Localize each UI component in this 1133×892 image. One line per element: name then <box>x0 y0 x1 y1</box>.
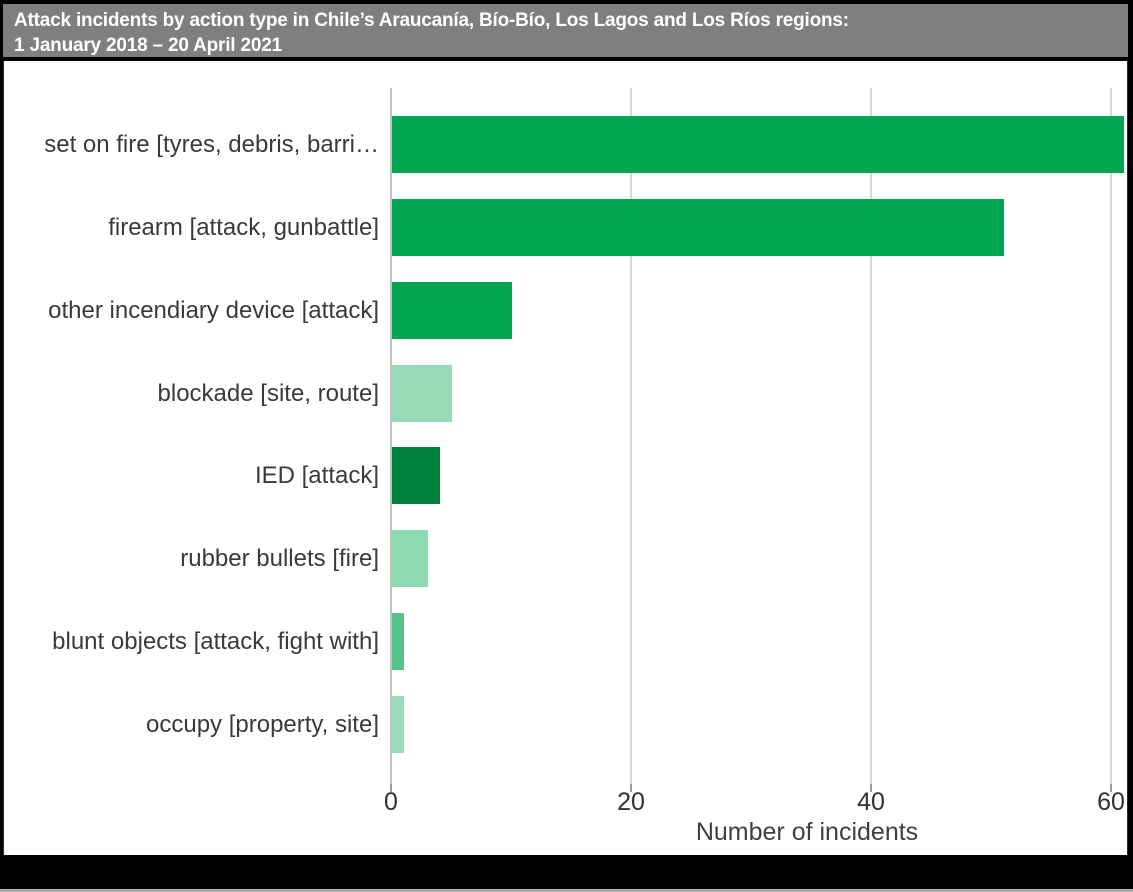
gridline <box>1110 88 1112 784</box>
bar <box>392 696 404 753</box>
x-tick-label: 40 <box>857 788 885 816</box>
bottom-edge-line <box>0 889 1133 892</box>
category-label: occupy [property, site] <box>146 710 379 738</box>
bar <box>392 530 428 587</box>
category-label: rubber bullets [fire] <box>180 544 379 572</box>
bar <box>392 116 1124 173</box>
bar <box>392 199 1004 256</box>
chart-title-bar: Attack incidents by action type in Chile… <box>3 4 1128 57</box>
category-label: blockade [site, route] <box>157 379 379 407</box>
category-label: set on fire [tyres, debris, barri… <box>44 130 379 158</box>
x-axis-tick <box>630 784 632 792</box>
x-tick-label: 60 <box>1097 788 1125 816</box>
category-label: firearm [attack, gunbattle] <box>108 213 379 241</box>
gridline <box>630 88 632 784</box>
x-axis-tick <box>390 784 392 792</box>
chart-area: 0 20 40 60 set on fire [tyres, debris, barri… <box>3 61 1128 855</box>
gridline <box>870 88 872 784</box>
bar <box>392 282 512 339</box>
x-axis-tick <box>1110 784 1112 792</box>
chart-title-line2: 1 January 2018 – 20 April 2021 <box>14 35 282 56</box>
y-axis-line <box>390 88 392 784</box>
x-tick-label: 20 <box>617 788 645 816</box>
chart-title-line1: Attack incidents by action type in Chile… <box>14 10 849 31</box>
category-label: other incendiary device [attack] <box>48 296 379 324</box>
category-label: IED [attack] <box>254 461 379 489</box>
bar <box>392 613 404 670</box>
x-tick-label: 0 <box>384 788 398 816</box>
x-axis-tick <box>870 784 872 792</box>
x-axis-title: Number of incidents <box>695 818 919 846</box>
bar <box>392 365 452 422</box>
category-label: blunt objects [attack, fight with] <box>52 627 379 655</box>
bar <box>392 447 440 504</box>
